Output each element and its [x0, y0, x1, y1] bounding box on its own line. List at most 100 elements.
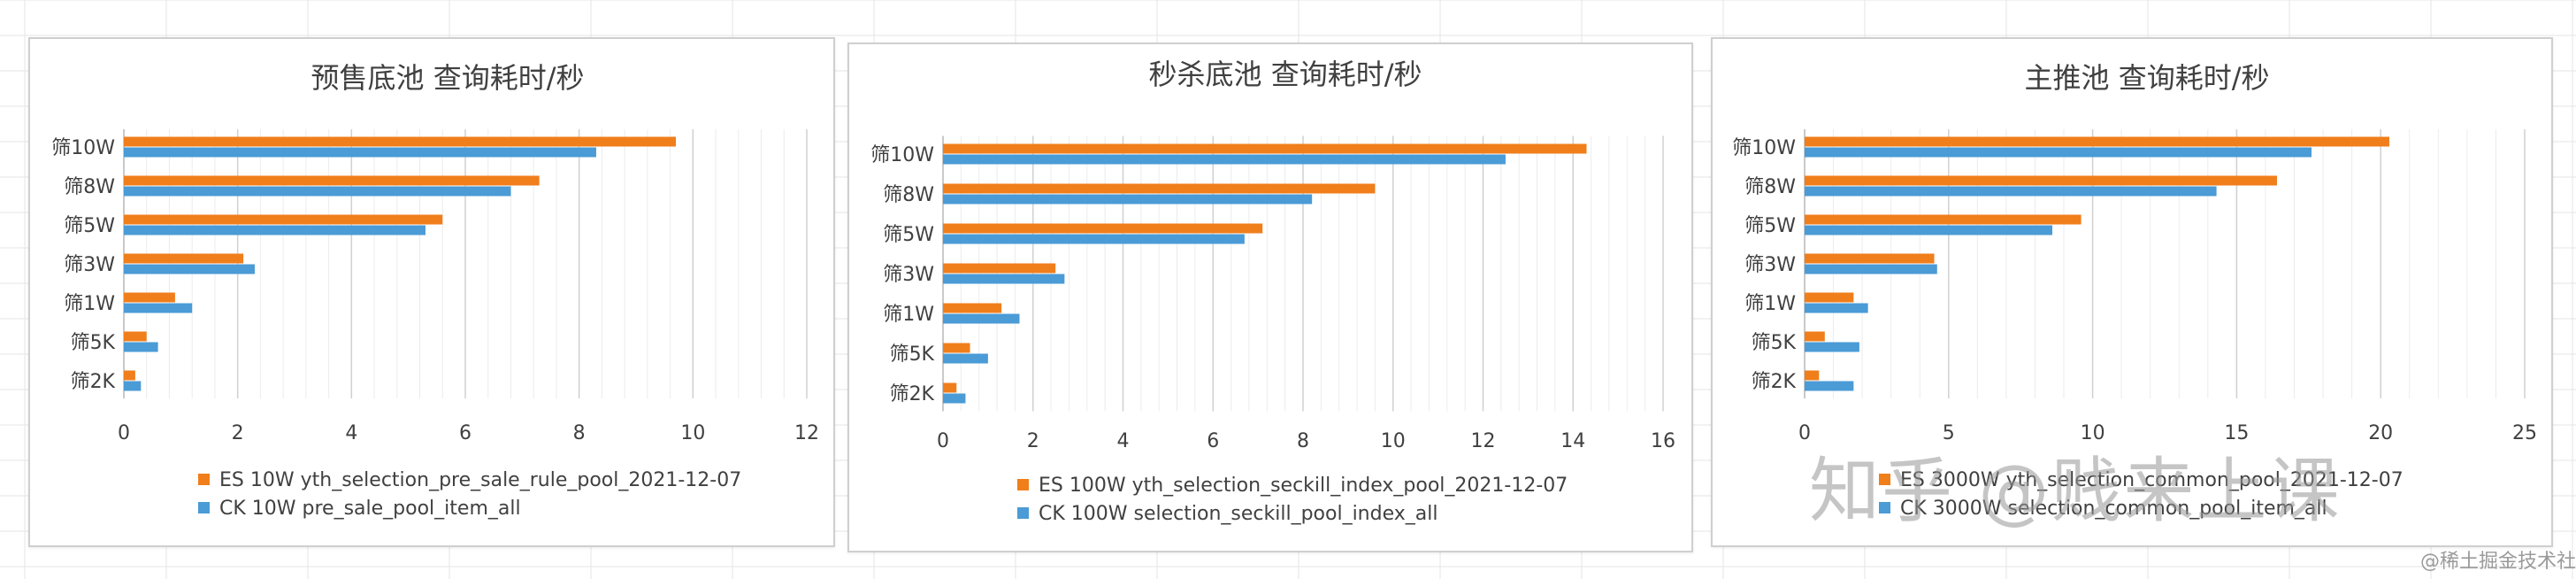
y-category-label: 筛3W [64, 254, 115, 276]
y-category-label: 筛2K [71, 371, 116, 393]
chart-title: 主推池 查询耗时/秒 [2025, 61, 2270, 95]
y-category-label: 筛3W [883, 264, 934, 286]
bar-es [943, 143, 1587, 154]
bar-ck [124, 264, 255, 274]
watermark-text: 知乎 @贱来上课 [1809, 450, 2342, 532]
bar-ck [124, 225, 426, 235]
bar-es [1805, 331, 1825, 342]
legend-label-es: ES 100W yth_selection_seckill_index_pool… [1039, 475, 1568, 497]
bar-es [1805, 253, 1935, 264]
chart-title: 预售底池 查询耗时/秒 [311, 61, 585, 95]
x-tick-label: 10 [1381, 430, 1406, 452]
bar-ck [1805, 225, 2053, 235]
bar-es [1805, 292, 1854, 303]
bar-ck [1805, 342, 1859, 352]
bar-es [1805, 175, 2277, 186]
y-category-label: 筛1W [64, 293, 115, 315]
legend-swatch-ck [1879, 502, 1890, 513]
bar-es [124, 253, 244, 264]
bar-ck [943, 274, 1065, 284]
legend-swatch-es [198, 474, 210, 485]
bar-ck [1805, 381, 1854, 391]
x-tick-label: 12 [1471, 430, 1496, 452]
bar-ck [124, 303, 193, 313]
x-tick-label: 0 [1798, 422, 1811, 444]
x-tick-label: 8 [573, 422, 586, 444]
bar-ck [943, 234, 1245, 244]
bar-es [943, 263, 1056, 274]
bar-es [943, 223, 1263, 234]
bar-ck [943, 353, 988, 364]
y-category-label: 筛10W [870, 144, 934, 166]
bar-es [943, 303, 1002, 313]
bar-ck [124, 186, 511, 197]
x-tick-label: 12 [794, 422, 819, 444]
y-category-label: 筛8W [64, 176, 115, 198]
y-category-label: 筛1W [1744, 293, 1796, 315]
x-tick-label: 2 [232, 422, 244, 444]
site-tag: @稀土掘金技术社区 [2420, 551, 2576, 573]
y-category-label: 筛10W [51, 137, 115, 159]
chart-presale-svg: 预售底池 查询耗时/秒 0 2 4 6 8 10 12 筛10W 筛8W 筛5W 筛3W 筛1W 筛5K 筛… [51, 61, 819, 520]
legend-label-ck: CK 10W pre_sale_pool_item_all [219, 498, 521, 520]
x-tick-label: 0 [937, 430, 949, 452]
bar-es [124, 136, 677, 147]
legend-swatch-es [1017, 479, 1029, 490]
y-category-label: 筛2K [890, 383, 935, 405]
bar-es [1805, 370, 1820, 381]
legend-label-ck: CK 100W selection_seckill_pool_index_all [1039, 503, 1438, 525]
x-tick-label: 15 [2224, 422, 2249, 444]
y-category-label: 筛5K [71, 332, 116, 354]
x-tick-label: 2 [1027, 430, 1039, 452]
x-tick-label: 20 [2368, 422, 2393, 444]
bar-es [943, 343, 970, 353]
x-tick-label: 25 [2512, 422, 2537, 444]
x-tick-label: 6 [1207, 430, 1219, 452]
legend-label-ck: CK 3000W selection_common_pool_item_all [1900, 498, 2327, 520]
chart-panel-common[interactable]: 主推池 查询耗时/秒 0 5 10 15 20 25 筛10W 筛8W 筛5W 筛3W 筛1W 筛5K 筛… [1711, 37, 2553, 547]
y-category-label: 筛5K [1752, 332, 1797, 354]
chart-common-svg: 主推池 查询耗时/秒 0 5 10 15 20 25 筛10W 筛8W 筛5W 筛3W 筛1W 筛5K 筛… [1732, 61, 2537, 520]
bar-ck [124, 342, 158, 352]
bar-es [124, 370, 135, 381]
y-category-label: 筛8W [883, 184, 934, 206]
bar-ck [1805, 186, 2217, 197]
x-tick-label: 14 [1560, 430, 1585, 452]
chart-panel-seckill[interactable]: 秒杀底池 查询耗时/秒 0 2 4 6 8 10 12 14 16 筛10W 筛8W 筛5W 筛3W 筛1W… [847, 42, 1693, 552]
bar-ck [943, 154, 1506, 165]
x-tick-label: 16 [1651, 430, 1675, 452]
legend-swatch-ck [1017, 507, 1029, 519]
y-category-label: 筛5W [883, 224, 934, 246]
bar-es [124, 331, 147, 342]
y-category-label: 筛3W [1744, 254, 1796, 276]
x-tick-label: 5 [1943, 422, 1955, 444]
x-tick-label: 0 [118, 422, 130, 444]
x-tick-label: 4 [1117, 430, 1130, 452]
bar-ck [1805, 303, 1868, 313]
chart-title: 秒杀底池 查询耗时/秒 [1149, 58, 1422, 91]
y-category-label: 筛2K [1752, 371, 1797, 393]
bar-es [124, 214, 443, 225]
bar-es [124, 175, 540, 186]
y-category-label: 筛5K [890, 344, 935, 366]
chart-seckill-svg: 秒杀底池 查询耗时/秒 0 2 4 6 8 10 12 14 16 筛10W 筛8W 筛5W 筛3W 筛1W… [870, 58, 1675, 525]
y-category-label: 筛5W [64, 215, 115, 237]
bar-es [943, 183, 1376, 194]
x-tick-label: 8 [1297, 430, 1309, 452]
y-category-label: 筛10W [1732, 137, 1796, 159]
legend-swatch-es [1879, 474, 1890, 485]
legend-label-es: ES 10W yth_selection_pre_sale_rule_pool_… [219, 469, 741, 491]
y-category-label: 筛8W [1744, 176, 1796, 198]
y-category-label: 筛1W [883, 304, 934, 326]
y-category-label: 筛5W [1744, 215, 1796, 237]
x-tick-label: 10 [2081, 422, 2105, 444]
x-tick-label: 10 [680, 422, 705, 444]
legend-swatch-ck [198, 502, 210, 513]
bar-es [124, 292, 175, 303]
chart-panel-presale[interactable]: 预售底池 查询耗时/秒 0 2 4 6 8 10 12 筛10W 筛8W 筛5W 筛3W 筛1W 筛5K 筛… [28, 37, 835, 547]
bar-es [1805, 136, 2389, 147]
bar-es [943, 382, 957, 393]
bar-ck [943, 313, 1020, 324]
bar-ck [124, 147, 596, 158]
bar-ck [943, 393, 966, 404]
